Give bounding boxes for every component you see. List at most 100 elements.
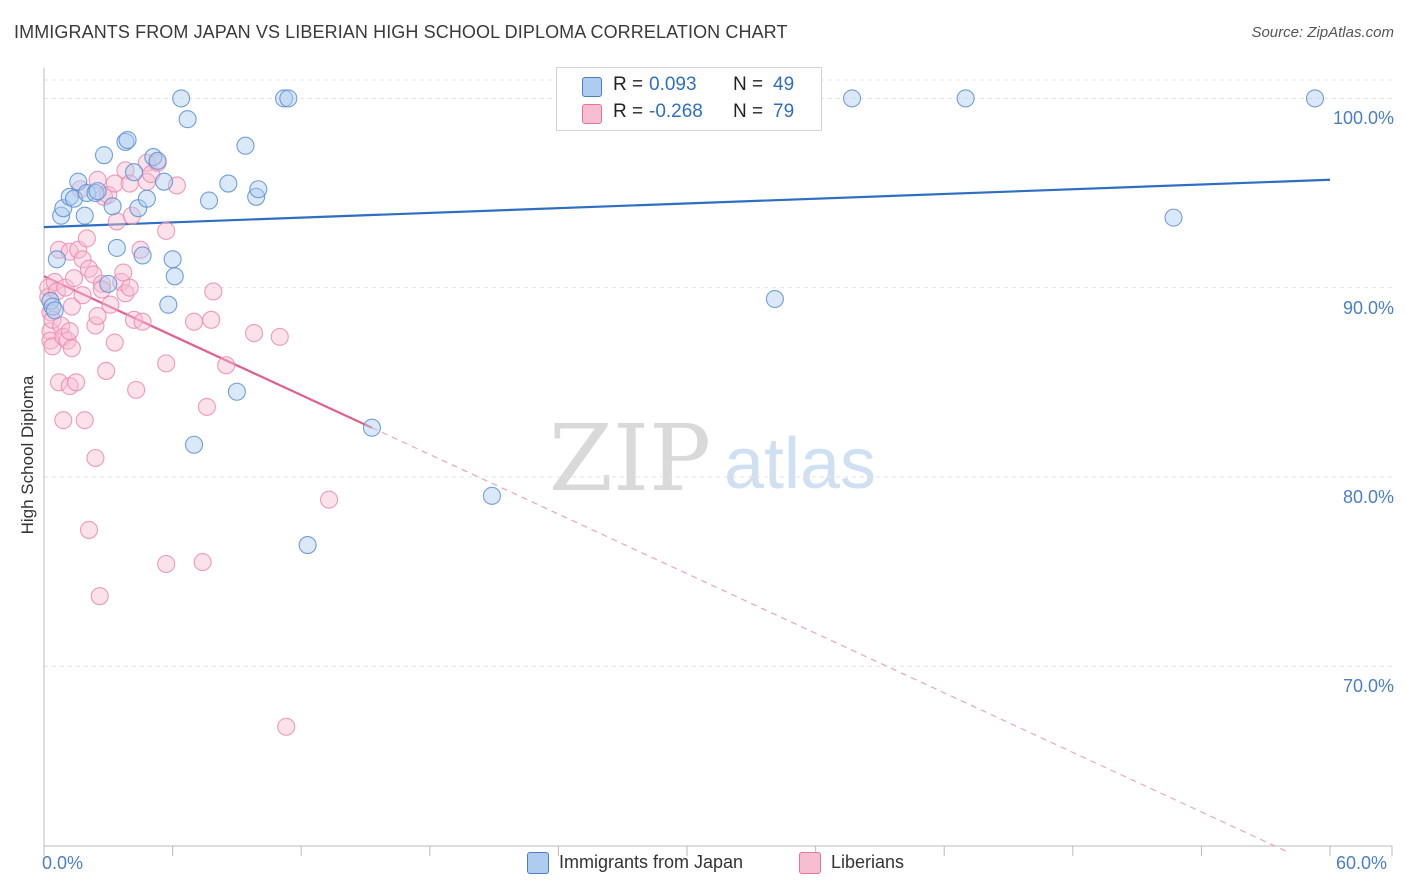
bottom-legend-swatch-liberians [799,852,821,875]
japan-point [75,206,94,225]
liberian-point [86,448,105,468]
japan-point [99,274,118,293]
liberian-point [77,229,96,248]
legend-swatch-japan [582,77,602,97]
liberian-point [73,250,92,269]
japan-point [1164,208,1183,227]
japan-point [298,536,317,555]
chart-source: Source: ZipAtlas.com [1251,24,1394,41]
trend-line-japan [43,178,1331,229]
y-tick-label: 100.0% [1332,108,1394,129]
legend-n-value-japan: 49 [773,74,795,95]
legend-row-liberians: R = -0.268 N = 79 [557,101,821,129]
japan-point [275,89,294,108]
liberian-point [217,356,236,375]
legend-n-label: N = [733,101,764,122]
legend-r-value-liberians: -0.268 [649,101,703,122]
japan-point [107,238,126,257]
grid [44,79,1392,667]
japan-point [133,246,152,265]
legend-n-label: N = [733,74,764,95]
chart-title: IMMIGRANTS FROM JAPAN VS LIBERIAN HIGH S… [14,22,788,42]
liberian-point [184,312,204,331]
liberian-point [62,339,81,358]
bottom-legend-liberians: Liberians [799,852,905,875]
legend-r-label: R = [613,74,644,95]
legend-n-value-liberians: 79 [773,101,795,122]
japan-point [124,163,144,182]
y-tick-label: 90.0% [1342,297,1394,318]
liberian-point [114,263,133,282]
legend-row-japan: R = 0.093 N = 49 [557,74,821,102]
liberian-point [197,397,216,416]
liberian-point [127,380,146,399]
japan-point [956,89,975,108]
liberian-point [107,212,126,231]
liberian-point [75,411,94,430]
liberian-point [105,333,124,352]
japan-point [118,130,137,150]
japan-point [52,206,71,225]
japan-point [148,151,167,170]
japan-points [41,89,1325,555]
legend-swatch-liberians [582,104,602,124]
liberian-point [320,490,339,509]
bottom-legend-label-japan: Immigrants from Japan [559,852,744,872]
liberian-point [101,295,120,314]
y-tick-label: 80.0% [1342,486,1394,507]
japan-point [236,136,255,155]
liberian-point [73,286,92,305]
liberian-point [270,327,289,346]
liberian-point [157,554,176,574]
liberians-points [39,153,339,736]
japan-point [159,295,178,314]
japan-point [45,301,64,320]
bottom-legend-japan: Immigrants from Japan [527,852,744,875]
liberian-point [92,274,111,293]
japan-point [842,89,862,108]
japan-point [165,267,184,286]
legend-r-value-japan: 0.093 [649,74,697,95]
liberian-point [62,297,81,316]
japan-point [154,172,174,191]
liberian-point [97,361,116,380]
japan-point [482,486,502,505]
japan-point [178,110,197,129]
liberian-point [204,282,223,301]
y-axis-label: High School Diploma [18,375,37,535]
liberian-point [122,206,141,225]
japan-point [247,187,266,206]
x-tick-label-min: 0.0% [42,853,84,873]
y-tick-label: 70.0% [1342,676,1394,697]
liberian-point [64,269,84,288]
trend-lines [43,178,1331,853]
bottom-legend-label-liberians: Liberians [831,852,905,872]
watermark-zip: ZIP [549,405,711,512]
japan-point [1305,89,1325,108]
liberian-point [60,322,79,341]
japan-point [249,180,268,199]
liberian-point [193,553,212,572]
trend-line-liberians [43,275,373,429]
japan-point [199,191,219,210]
liberian-point [157,354,176,373]
x-tick-label-max: 60.0% [1336,853,1388,873]
japan-point [219,174,238,193]
japan-point [765,289,784,309]
japan-point [279,89,298,108]
liberian-point [157,221,176,240]
japan-point [172,89,191,108]
watermark: ZIP atlas [549,405,876,512]
liberian-point [133,312,152,331]
liberian-point [79,520,99,539]
japan-point [227,382,246,401]
liberian-point [47,282,66,301]
liberian-point [277,717,296,736]
japan-point [362,418,381,437]
legend-r-label: R = [613,101,644,122]
japan-point [163,250,182,269]
liberian-point [105,174,124,193]
bottom-legend-swatch-japan [527,852,549,875]
liberian-point [67,373,86,392]
